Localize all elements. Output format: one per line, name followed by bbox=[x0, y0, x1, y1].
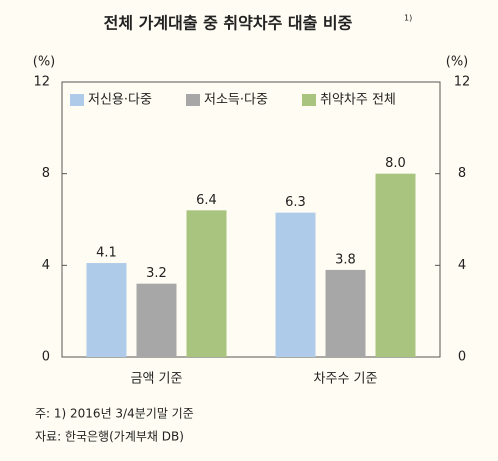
chart-title: 전체 가계대출 중 취약차주 대출 비중 bbox=[104, 14, 353, 33]
legend-swatch bbox=[70, 94, 84, 106]
y-tick-label: 12 bbox=[33, 75, 50, 90]
bar bbox=[275, 212, 316, 357]
bar bbox=[136, 283, 177, 357]
legend-swatch bbox=[302, 94, 316, 106]
value-label: 8.0 bbox=[385, 156, 406, 171]
value-label: 4.1 bbox=[96, 246, 117, 261]
title-note: 1) bbox=[404, 14, 412, 23]
source-note: 자료: 한국은행(가계부채 DB) bbox=[35, 429, 184, 444]
bar bbox=[186, 210, 227, 357]
y-tick-label: 0 bbox=[42, 350, 50, 365]
legend-label: 취약차주 전체 bbox=[320, 93, 396, 108]
y-tick-label: 8 bbox=[42, 166, 50, 181]
x-tick-label: 금액 기준 bbox=[131, 372, 183, 387]
y2-tick-label: 0 bbox=[458, 350, 466, 365]
y2-tick-label: 4 bbox=[458, 258, 466, 273]
bar bbox=[86, 263, 127, 357]
x-tick-label: 차주수 기준 bbox=[314, 372, 378, 387]
value-label: 3.2 bbox=[146, 266, 167, 281]
legend-label: 저신용·다중 bbox=[88, 93, 152, 108]
bar bbox=[375, 173, 416, 357]
y-tick-label: 4 bbox=[42, 258, 50, 273]
bar bbox=[325, 269, 366, 357]
legend-swatch bbox=[186, 94, 200, 106]
y2-axis-label: (%) bbox=[446, 55, 469, 70]
value-label: 3.8 bbox=[335, 252, 356, 267]
y2-tick-label: 8 bbox=[458, 166, 466, 181]
footnote: 주: 1) 2016년 3/4분기말 기준 bbox=[35, 407, 194, 421]
y-axis-label: (%) bbox=[33, 55, 56, 70]
legend-label: 저소득·다중 bbox=[204, 93, 268, 108]
y2-tick-label: 12 bbox=[454, 75, 471, 90]
value-label: 6.4 bbox=[196, 193, 217, 208]
value-label: 6.3 bbox=[285, 195, 306, 210]
plot-frame bbox=[61, 81, 441, 358]
